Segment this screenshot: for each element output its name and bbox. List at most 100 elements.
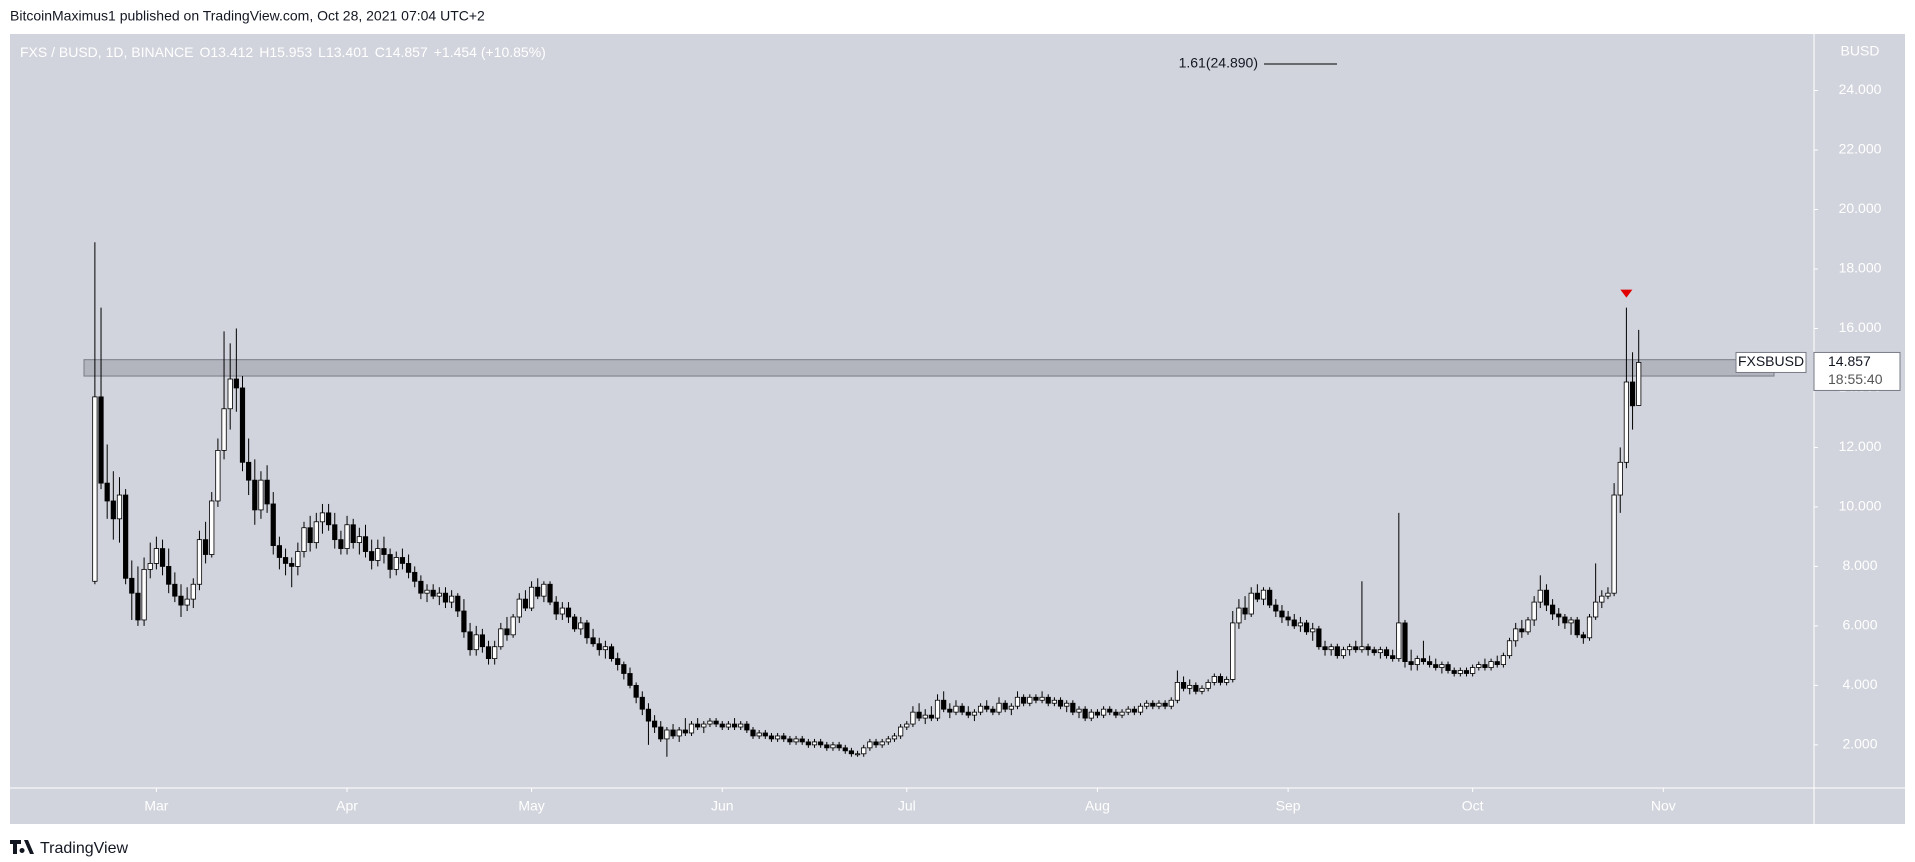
candle-body [1549, 604, 1556, 615]
candle-body [1014, 696, 1021, 707]
candle-body [879, 741, 885, 746]
candle-body [1057, 699, 1064, 707]
candle-body [1131, 708, 1137, 713]
candle-body [1623, 381, 1630, 463]
legend-key: H [259, 44, 269, 60]
candle-body [498, 628, 504, 648]
candle-body [98, 396, 104, 484]
candle-body [1402, 622, 1408, 662]
candle-body [535, 586, 541, 597]
candle-body [824, 744, 830, 749]
candle-body [1033, 696, 1039, 701]
candle-body [645, 708, 652, 722]
candle-body [1199, 687, 1205, 692]
y-tick-label: 22.000 [1839, 141, 1882, 157]
candle-body [1045, 696, 1051, 704]
candle-body [1525, 619, 1531, 633]
candle-body [1396, 622, 1402, 660]
candle-body [344, 524, 350, 549]
candle-body [1617, 461, 1623, 496]
candle-body [1340, 649, 1347, 657]
candle-body [221, 408, 227, 451]
legend-key: O [199, 44, 210, 60]
y-tick-label: 4.000 [1842, 676, 1877, 692]
candle-body [270, 503, 276, 546]
candle-body [688, 723, 695, 734]
candle-body [639, 696, 645, 710]
candle-body [811, 741, 818, 746]
candle-body [1463, 670, 1470, 674]
candle-body [313, 521, 319, 544]
candle-body [178, 595, 184, 606]
candle-body [184, 598, 190, 606]
candle-body [129, 577, 135, 594]
candle-body [326, 512, 332, 526]
candle-body [578, 622, 584, 630]
candle-body [190, 583, 196, 600]
y-tick-label: 18.000 [1839, 260, 1882, 276]
candle-body [1180, 682, 1187, 689]
candle-body [621, 664, 627, 674]
candle-body [528, 586, 535, 609]
x-tick-label: Jul [898, 798, 916, 814]
candle-body [891, 735, 898, 740]
logo-icon [10, 840, 34, 854]
candle-body [559, 607, 565, 615]
candle-body [750, 729, 756, 737]
candle-body [1371, 649, 1377, 654]
candle-body [1328, 646, 1334, 651]
candle-body [1174, 682, 1181, 701]
candle-body [369, 551, 375, 561]
candle-body [1543, 589, 1550, 606]
candle-body [1224, 679, 1230, 683]
resistance-zone [83, 359, 1775, 377]
candle-body [861, 747, 867, 755]
candle-body [92, 396, 98, 582]
candle-body [1359, 646, 1365, 651]
candle-body [1556, 613, 1562, 618]
candle-body [246, 461, 252, 481]
candle-body [196, 539, 203, 585]
candle-body [1599, 595, 1605, 603]
candle-body [682, 729, 688, 734]
candle-body [1426, 661, 1433, 665]
candle-body [1347, 646, 1353, 651]
candle-body [1211, 676, 1217, 683]
candle-body [449, 595, 455, 603]
x-tick-label: Oct [1462, 798, 1484, 814]
candle-body [1021, 696, 1027, 704]
candle-body [916, 711, 922, 719]
candle-body [1494, 661, 1500, 665]
candle-body [1156, 702, 1162, 707]
candle-body [787, 738, 793, 743]
candle-body [1457, 670, 1463, 674]
candle-body [565, 607, 572, 618]
candle-body [264, 479, 270, 505]
candle-body [1316, 628, 1322, 648]
candle-body [676, 729, 682, 737]
ticker-box [1735, 351, 1807, 373]
candle-body [830, 744, 836, 749]
candle-body [1119, 711, 1125, 716]
candle-body [1125, 708, 1131, 713]
candle-body [713, 720, 719, 725]
candle-body [1310, 628, 1316, 633]
candle-body [818, 741, 824, 746]
candle-body [584, 622, 590, 639]
candle-body [1291, 619, 1297, 627]
candle-body [1076, 708, 1082, 713]
candle-body [1193, 684, 1199, 692]
candle-body [1051, 699, 1057, 704]
candle-body [608, 646, 615, 660]
legend-value: 14.857 [385, 44, 428, 60]
candle-body [350, 524, 356, 544]
candle-body [1500, 655, 1506, 665]
legend-change: +1.454 (+10.85%) [434, 44, 546, 60]
candle-body [633, 684, 639, 698]
candle-body [110, 500, 116, 520]
candle-body [399, 557, 406, 564]
candle-body [1279, 610, 1285, 618]
last-price: 14.857 [1828, 353, 1871, 369]
candle-body [1383, 649, 1390, 657]
candle-body [1285, 616, 1291, 621]
